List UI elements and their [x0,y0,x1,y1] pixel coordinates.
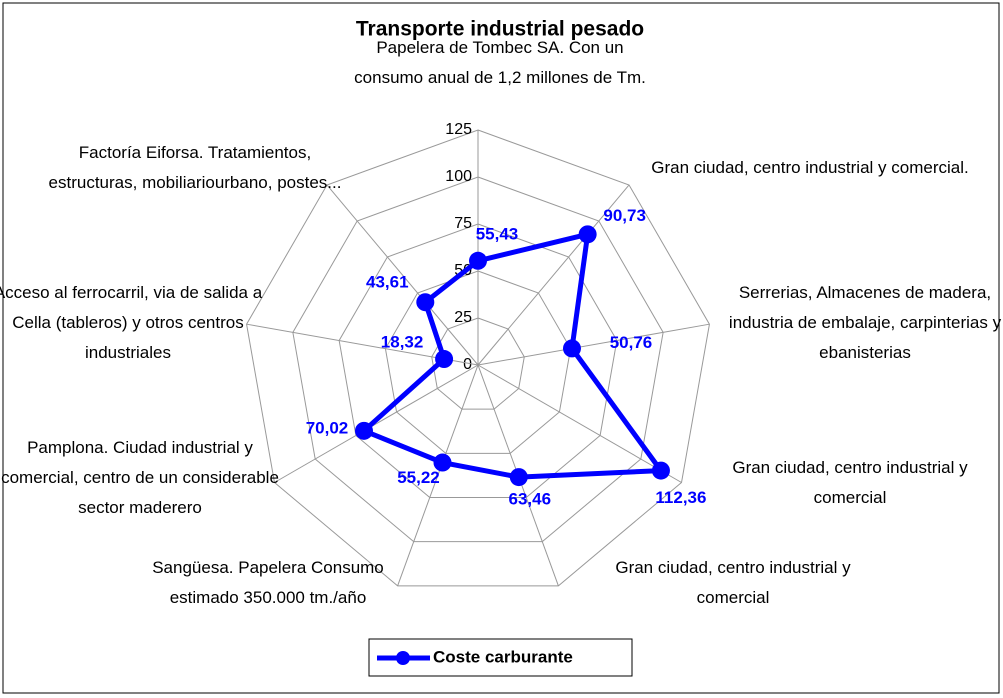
data-label: 50,76 [610,333,653,352]
data-point [435,350,454,369]
data-point [651,461,670,480]
category-label: Papelera de Tombec SA. Con un consumo an… [354,38,646,87]
chart-title: Transporte industrial pesado [356,18,644,41]
data-label: 43,61 [366,273,409,292]
data-point [578,225,597,244]
spoke [477,364,682,483]
spoke [326,184,479,366]
data-point [433,453,452,472]
tick-label: 125 [445,121,472,138]
legend-label: Coste carburante [433,647,573,666]
spoke [477,184,630,366]
grid-ring [246,129,710,587]
category-label: Sangüesa. Papelera Consumo estimado 350.… [152,558,384,607]
category-label: Factoría Eiforsa. Tratamientos, estructu… [48,143,342,192]
data-point [416,293,435,312]
data-point [562,339,581,358]
data-label: 63,46 [509,490,552,509]
data-point [354,421,373,440]
data-label: 55,22 [397,468,440,487]
data-label: 18,32 [381,333,424,352]
category-label: Gran ciudad, centro industrial y comerci… [615,558,851,607]
tick-label: 75 [454,215,472,232]
spoke [397,364,479,586]
data-label: 55,43 [476,224,519,243]
tick-label: 0 [463,356,472,373]
category-label: Gran ciudad, centro industrial y comerci… [732,458,968,507]
tick-label: 25 [454,309,472,326]
tick-label: 100 [445,168,472,185]
legend-marker [396,651,410,665]
radar-line [359,231,666,480]
spoke [477,323,710,366]
data-point [469,251,487,270]
spoke [274,364,479,483]
category-label: Pamplona. Ciudad industrial y comercial,… [1,438,279,517]
grid-ring [292,176,664,543]
data-label: 90,73 [603,206,646,225]
data-label: 70,02 [306,418,349,437]
grid-ring [338,223,618,498]
data-label: 112,36 [655,488,706,507]
data-point [509,468,528,487]
category-label: Serrerias, Almacenes de madera, industri… [728,283,1002,362]
category-label: Acceso al ferrocarril, via de salida a C… [0,283,263,362]
category-label: Gran ciudad, centro industrial y comerci… [651,158,969,177]
grid-ring [384,270,572,454]
